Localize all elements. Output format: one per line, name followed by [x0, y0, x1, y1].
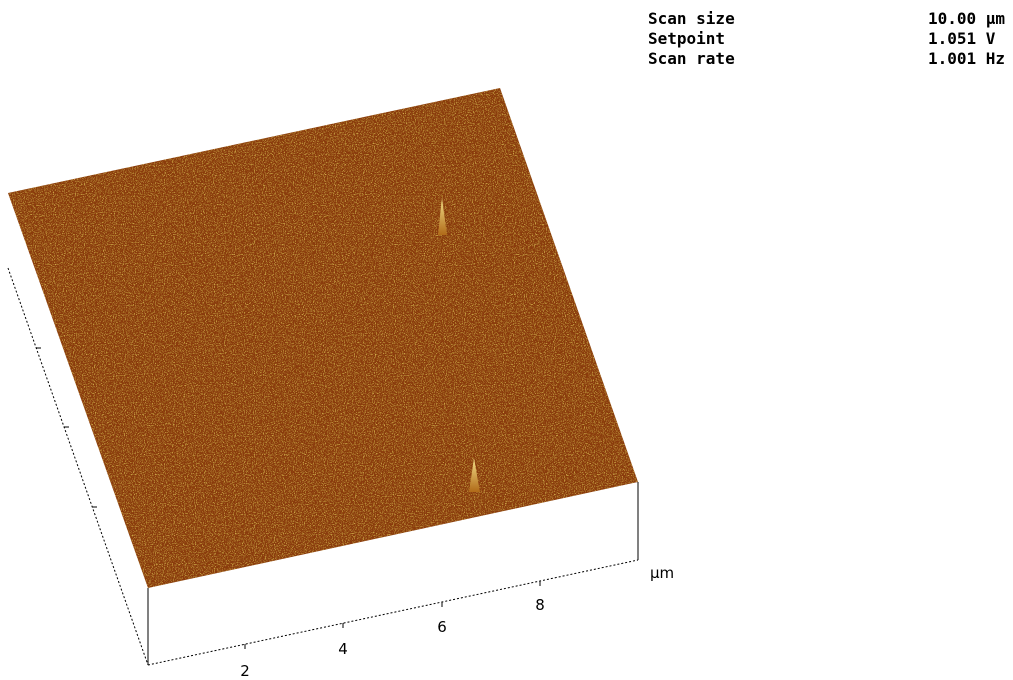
- parameter-value: 10.00 µm: [928, 9, 1005, 28]
- bounding-box: [7, 267, 639, 666]
- axis-unit: µm: [650, 564, 674, 582]
- parameter-value: 1.051 V: [928, 29, 996, 48]
- axis-tick-label: 2: [240, 662, 250, 680]
- parameter-label: Scan rate: [648, 49, 735, 68]
- axis-tick-label: 6: [437, 618, 447, 636]
- parameter-label: Setpoint: [648, 29, 725, 48]
- surface: [8, 88, 638, 588]
- parameter-value: 1.001 Hz: [928, 49, 1005, 68]
- axis-tick-label: 8: [535, 596, 545, 614]
- parameter-label: Scan size: [648, 9, 735, 28]
- peak: [469, 458, 480, 492]
- axis-tick-label: 4: [338, 640, 348, 658]
- peak: [438, 198, 447, 235]
